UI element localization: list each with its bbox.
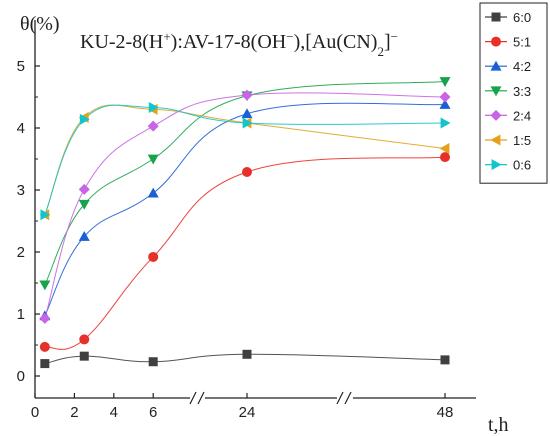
chart-title-main: KU-2-8(H [80,31,163,53]
data-point [79,334,90,345]
legend: 6:0 5:1 4:2 3:3 2:4 1:5 0:6 [479,2,548,184]
data-point [148,251,159,262]
data-point [148,357,158,367]
x-axis-title: t,h [488,414,509,436]
series-markers [39,77,451,369]
x-tick-label: 24 [239,404,256,421]
series-line-1-5 [44,104,446,215]
x-axis-break-mark [336,391,344,405]
x-tick-label: 6 [149,404,157,421]
chart-title-mid2: ),[Au(CN) [294,31,378,53]
data-point [439,142,450,154]
data-point [78,199,90,210]
data-point [147,154,159,165]
data-point [242,117,253,129]
data-point [79,113,90,125]
y-axis-title: θ(%) [20,13,60,35]
data-point [440,152,450,163]
legend-label: 4:2 [513,59,531,74]
data-point [439,77,451,87]
legend-label: 0:6 [513,158,531,173]
svg-text:KU-2-8(H+):AV-17-8(OH−),[Au(CN: KU-2-8(H+):AV-17-8(OH−),[Au(CN)2]− [80,29,398,59]
chart-title-sup2: − [286,29,293,44]
y-tick-label: 3 [17,182,25,199]
series-lines [44,81,446,365]
x-tick-label: 4 [110,404,118,421]
data-point [440,117,451,129]
legend-box [479,2,548,184]
data-point [39,280,51,291]
data-point [40,359,50,369]
data-point [439,98,451,109]
x-axis-break-mark [189,391,197,405]
data-point [241,89,253,101]
legend-label: 5:1 [513,35,531,50]
legend-marker [490,109,502,121]
y-tick-label: 1 [17,306,25,323]
x-tick-label: 48 [437,404,454,421]
data-point [79,351,89,361]
data-point [147,120,159,132]
data-point [242,167,252,178]
legend-marker [491,159,502,171]
legend-label: 2:4 [513,108,531,123]
data-point [242,349,252,359]
legend-marker [490,86,502,97]
y-tick-label: 2 [17,244,25,261]
chart-title-end: ] [384,31,391,53]
series-line-6-0 [44,353,446,365]
data-point [40,209,51,221]
data-point [440,355,450,365]
chart-title-sup3: − [391,29,398,44]
y-tick-label: 5 [17,58,25,75]
x-axis-break-mark [197,391,205,405]
chart-title-sub: 2 [377,44,384,59]
x-tick-label: 0 [31,404,39,421]
legend-marker [491,12,501,22]
data-point [148,102,159,114]
data-point [78,183,90,195]
data-point [39,312,51,324]
legend-marker [490,134,501,146]
series-line-0-6 [44,104,446,215]
legend-label: 1:5 [513,133,531,148]
series-line-4-2 [44,102,446,317]
legend-marker [490,60,502,71]
data-point [147,187,159,198]
data-point [241,108,253,119]
series-line-3-3 [44,81,446,286]
legend-label: 3:3 [513,84,531,99]
series-line-2-4 [44,92,446,319]
x-tick-label: 2 [70,404,78,421]
data-point [39,341,50,352]
legend-label: 6:0 [513,10,531,25]
y-tick-label: 0 [17,368,25,385]
data-point [78,231,90,241]
legend-marker [491,36,501,47]
x-axis-break-mark [344,391,352,405]
y-tick-label: 4 [17,120,25,137]
chart-title-mid: ):AV-17-8(OH [171,31,287,53]
chart-title: KU-2-8(H+):AV-17-8(OH−),[Au(CN)2]− [80,29,398,59]
data-point [439,91,451,103]
chart-title-sup1: + [163,29,170,44]
